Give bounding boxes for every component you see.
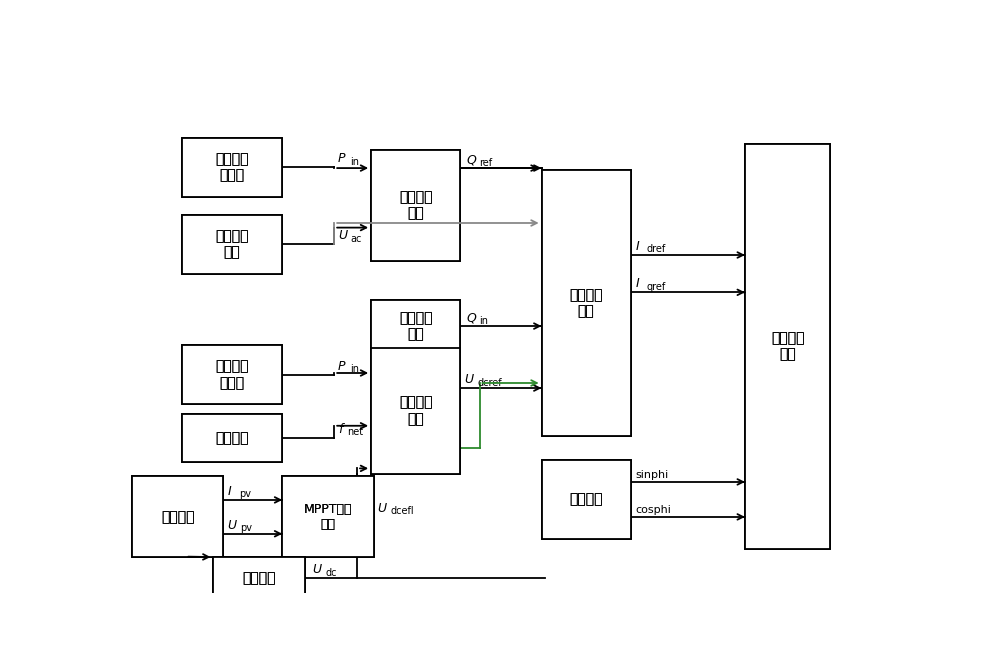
Bar — [542, 460, 631, 539]
Text: 静态电源
模块: 静态电源 模块 — [771, 332, 804, 362]
Text: ac: ac — [351, 234, 362, 244]
Text: I: I — [635, 240, 639, 253]
Text: 无功功率
测量: 无功功率 测量 — [399, 311, 432, 341]
Text: 有功控制
模块: 有功控制 模块 — [399, 396, 432, 426]
Text: 相位测量: 相位测量 — [569, 492, 603, 506]
Text: P: P — [338, 152, 346, 165]
Bar — [371, 151, 460, 260]
Text: I: I — [635, 277, 639, 290]
Text: 光伏电池: 光伏电池 — [161, 510, 194, 524]
Text: 无功控制
模块: 无功控制 模块 — [399, 190, 432, 220]
Text: U: U — [464, 373, 473, 386]
Text: sinphi: sinphi — [635, 470, 669, 480]
Text: dcefl: dcefl — [391, 506, 414, 516]
Bar — [182, 414, 282, 462]
Text: in: in — [350, 157, 359, 166]
Text: Q: Q — [466, 311, 476, 324]
Text: 无功功率
测量: 无功功率 测量 — [399, 311, 432, 341]
Text: 交流电压
测量: 交流电压 测量 — [215, 229, 249, 259]
Bar — [182, 138, 282, 196]
Text: U: U — [378, 501, 387, 515]
Text: dcref: dcref — [477, 378, 502, 388]
Text: Q: Q — [466, 153, 476, 166]
Text: U: U — [338, 229, 347, 242]
Text: pv: pv — [239, 490, 251, 500]
Text: 有功功率
侧测量: 有功功率 侧测量 — [215, 360, 249, 390]
Bar — [542, 460, 631, 539]
Bar — [213, 557, 305, 600]
Text: 有功功率
侧测量: 有功功率 侧测量 — [215, 152, 249, 182]
Text: I: I — [227, 485, 231, 498]
Text: 有功功率
侧测量: 有功功率 侧测量 — [215, 152, 249, 182]
Text: in: in — [350, 364, 359, 374]
Text: 有功功率
侧测量: 有功功率 侧测量 — [215, 360, 249, 390]
Text: dref: dref — [646, 244, 665, 254]
Text: cosphi: cosphi — [635, 505, 671, 515]
Bar — [182, 214, 282, 274]
Bar — [542, 170, 631, 436]
Text: ref: ref — [479, 158, 492, 168]
Text: pv: pv — [240, 523, 252, 533]
Text: f: f — [338, 423, 342, 436]
Bar — [371, 348, 460, 474]
Text: net: net — [347, 428, 364, 438]
Text: 光伏电池: 光伏电池 — [161, 510, 194, 524]
Bar — [213, 557, 305, 600]
Text: 频率测量: 频率测量 — [215, 431, 249, 445]
Text: U: U — [227, 519, 236, 531]
Text: 直流储能: 直流储能 — [242, 571, 276, 585]
Text: 电流控制
模块: 电流控制 模块 — [569, 288, 603, 318]
Bar — [542, 170, 631, 436]
Bar — [745, 144, 830, 549]
Bar — [371, 151, 460, 260]
Text: 无功控制
模块: 无功控制 模块 — [399, 190, 432, 220]
Bar — [182, 214, 282, 274]
Bar — [371, 348, 460, 474]
Text: dc: dc — [326, 568, 337, 578]
Bar — [282, 476, 374, 557]
Text: 直流储能: 直流储能 — [242, 571, 276, 585]
Bar — [132, 476, 223, 557]
Bar — [282, 476, 374, 557]
Text: 电流控制
模块: 电流控制 模块 — [569, 288, 603, 318]
Text: 有功控制
模块: 有功控制 模块 — [399, 396, 432, 426]
Text: U: U — [313, 563, 322, 576]
Text: 频率测量: 频率测量 — [215, 431, 249, 445]
Text: qref: qref — [646, 282, 665, 292]
Text: in: in — [479, 316, 488, 326]
Bar — [182, 345, 282, 404]
Text: P: P — [338, 360, 346, 373]
Text: MPPT控制
模块: MPPT控制 模块 — [304, 503, 352, 531]
Bar — [182, 345, 282, 404]
Bar — [182, 414, 282, 462]
Bar — [182, 138, 282, 196]
Text: MPPT控制
模块: MPPT控制 模块 — [304, 503, 352, 531]
Text: 交流电压
测量: 交流电压 测量 — [215, 229, 249, 259]
Bar — [371, 300, 460, 352]
Bar — [371, 300, 460, 352]
Bar — [132, 476, 223, 557]
Bar — [745, 144, 830, 549]
Text: 静态电源
模块: 静态电源 模块 — [771, 332, 804, 362]
Text: 相位测量: 相位测量 — [569, 492, 603, 506]
